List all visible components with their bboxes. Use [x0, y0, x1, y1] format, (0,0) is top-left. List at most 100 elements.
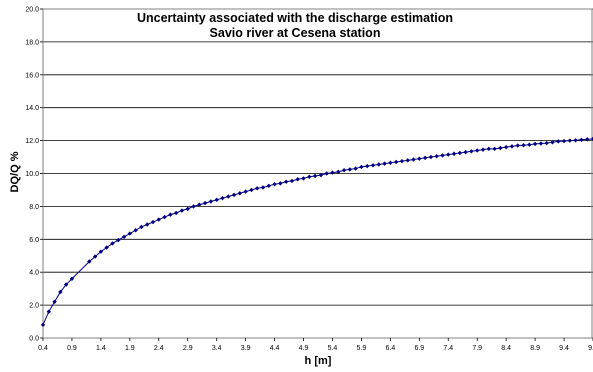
- data-point: [272, 181, 277, 187]
- y-tick-label: 2.0: [29, 303, 39, 310]
- data-point: [428, 154, 434, 160]
- data-point: [69, 276, 75, 281]
- data-point: [388, 160, 393, 166]
- data-point: [139, 224, 144, 230]
- data-point: [179, 208, 185, 213]
- data-point: [527, 142, 532, 147]
- x-tick-label: 7.4: [443, 345, 453, 352]
- data-point: [58, 289, 63, 295]
- x-axis-label: h [m]: [305, 355, 332, 367]
- data-point: [532, 141, 538, 147]
- data-point: [237, 191, 243, 196]
- data-point: [63, 282, 69, 287]
- y-tick-label: 16.0: [25, 72, 39, 79]
- x-tick-label: 7.9: [472, 345, 482, 352]
- x-axis-ticks: 0.4 0.9 1.4 1.9 2.4 2.9 3.4 3.9 4.4 4.9 5.4 5.9 6.4 6…: [38, 338, 593, 352]
- data-point: [127, 231, 133, 236]
- data-point: [538, 141, 544, 146]
- data-point: [318, 172, 324, 178]
- data-point: [556, 139, 561, 144]
- data-point: [133, 228, 138, 233]
- data-point: [509, 144, 515, 149]
- x-tick-label: 5.4: [328, 345, 338, 352]
- x-tick-label: 4.4: [270, 345, 280, 352]
- data-point: [162, 214, 167, 220]
- x-tick-label: 0.4: [38, 345, 48, 352]
- x-tick-label: 9.4: [559, 345, 569, 352]
- series-markers: [40, 136, 593, 328]
- data-point: [255, 186, 260, 191]
- data-point: [451, 151, 457, 156]
- data-point: [550, 140, 555, 145]
- data-point: [185, 206, 190, 212]
- x-tick-label: 8.9: [530, 345, 540, 352]
- data-point: [393, 159, 399, 165]
- data-point: [46, 309, 51, 314]
- data-point: [503, 144, 509, 150]
- y-axis-label: DQ/Q %: [9, 151, 21, 192]
- data-point: [417, 156, 422, 161]
- data-point: [168, 212, 173, 217]
- data-point: [399, 158, 405, 164]
- x-tick-label: 8.4: [501, 345, 511, 352]
- data-point: [226, 194, 231, 199]
- x-tick-label: 6.9: [414, 345, 424, 352]
- data-point: [492, 146, 497, 152]
- x-tick-label: 9.9: [588, 345, 593, 352]
- y-tick-label: 8.0: [29, 204, 39, 211]
- data-point: [376, 162, 381, 167]
- y-tick-label: 14.0: [25, 105, 39, 112]
- data-point: [336, 169, 341, 175]
- data-point: [98, 249, 104, 254]
- data-point: [480, 147, 486, 152]
- data-point: [312, 173, 318, 179]
- data-point: [434, 154, 439, 159]
- data-point: [573, 138, 578, 143]
- data-point: [260, 185, 266, 190]
- data-point: [457, 150, 463, 156]
- x-tick-label: 3.9: [241, 345, 251, 352]
- data-point: [365, 163, 370, 169]
- data-point: [486, 146, 491, 152]
- data-point: [197, 202, 202, 207]
- data-point: [370, 163, 376, 168]
- data-point: [278, 181, 283, 186]
- data-point: [446, 152, 451, 157]
- data-point: [567, 138, 573, 143]
- data-point: [469, 149, 474, 154]
- data-point: [561, 138, 567, 144]
- data-point: [579, 137, 584, 142]
- data-point: [301, 176, 306, 181]
- data-point: [249, 187, 254, 193]
- y-tick-label: 6.0: [29, 237, 39, 244]
- data-point: [40, 322, 46, 328]
- data-point: [353, 166, 358, 171]
- x-tick-label: 2.4: [154, 345, 164, 352]
- x-tick-label: 2.9: [183, 345, 193, 352]
- data-point: [220, 195, 225, 201]
- data-point: [347, 167, 353, 172]
- x-tick-label: 0.9: [67, 345, 77, 352]
- data-point: [231, 192, 237, 198]
- data-point: [156, 217, 161, 222]
- y-tick-label: 0.0: [29, 336, 39, 343]
- y-tick-label: 18.0: [25, 39, 39, 46]
- data-point: [202, 200, 208, 206]
- data-point: [283, 179, 289, 184]
- x-tick-label: 1.4: [96, 345, 106, 352]
- data-point: [295, 177, 300, 182]
- x-tick-label: 6.4: [386, 345, 396, 352]
- data-point: [191, 204, 196, 209]
- data-point: [145, 222, 150, 227]
- data-point: [52, 299, 57, 305]
- data-point: [116, 237, 121, 243]
- series-line: [42, 138, 593, 326]
- data-point: [330, 170, 335, 175]
- data-point: [405, 158, 410, 163]
- data-point: [208, 199, 214, 204]
- y-axis-ticks: 0.0 2.0 4.0 6.0 8.0 10.0 12.0 14.0 16.0 18.0 20.0: [25, 7, 43, 343]
- data-point: [173, 210, 179, 216]
- data-point: [411, 157, 416, 162]
- data-point: [341, 168, 347, 173]
- data-point: [544, 140, 549, 146]
